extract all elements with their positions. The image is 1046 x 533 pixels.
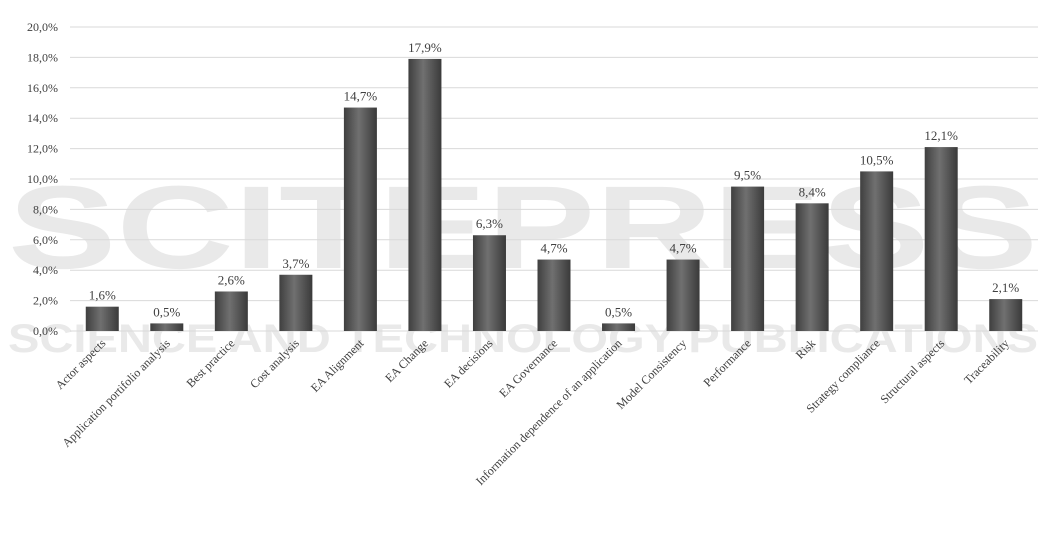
bar — [537, 259, 571, 331]
bar — [666, 259, 700, 331]
bar — [731, 186, 765, 331]
data-label: 2,6% — [218, 272, 245, 287]
data-labels: 1,6% 0,5% 2,6% 3,7% 14,7% 17,9% 6,3% 4,7% 0,5% 4,… — [89, 40, 1020, 319]
data-label: 17,9% — [408, 40, 442, 55]
y-tick-label: 10,0% — [27, 172, 58, 186]
y-tick-label: 14,0% — [27, 111, 58, 125]
bar — [924, 147, 958, 331]
bar — [860, 171, 894, 331]
y-tick-label: 12,0% — [27, 142, 58, 156]
y-tick-label: 4,0% — [33, 263, 58, 277]
bar — [472, 235, 506, 331]
bar — [279, 274, 313, 331]
bar — [989, 299, 1023, 331]
data-label: 4,7% — [540, 241, 567, 256]
data-label: 1,6% — [89, 288, 116, 303]
bar — [795, 203, 829, 331]
y-tick-label: 6,0% — [33, 233, 58, 247]
data-label: 6,3% — [476, 216, 503, 231]
y-tick-label: 8,0% — [33, 202, 58, 216]
y-axis-tick-labels: 0,0% 2,0% 4,0% 6,0% 8,0% 10,0% 12,0% 14,0% 16,0%… — [27, 20, 58, 338]
data-label: 2,1% — [992, 280, 1019, 295]
y-tick-label: 18,0% — [27, 50, 58, 64]
data-label: 12,1% — [924, 128, 958, 143]
bar — [150, 323, 184, 331]
data-label: 9,5% — [734, 168, 761, 183]
bars — [85, 58, 1023, 332]
data-label: 10,5% — [860, 152, 894, 167]
y-tick-label: 2,0% — [33, 294, 58, 308]
data-label: 4,7% — [670, 241, 697, 256]
bar — [408, 58, 442, 332]
data-label: 0,5% — [605, 304, 632, 319]
data-label: 3,7% — [282, 256, 309, 271]
bar — [602, 323, 636, 331]
data-label: 8,4% — [799, 184, 826, 199]
y-tick-label: 0,0% — [33, 324, 58, 338]
bar — [343, 107, 377, 331]
bar — [85, 306, 119, 331]
bar — [214, 291, 248, 331]
y-tick-label: 16,0% — [27, 81, 58, 95]
data-label: 14,7% — [344, 89, 378, 104]
y-tick-label: 20,0% — [27, 20, 58, 34]
data-label: 0,5% — [153, 304, 180, 319]
